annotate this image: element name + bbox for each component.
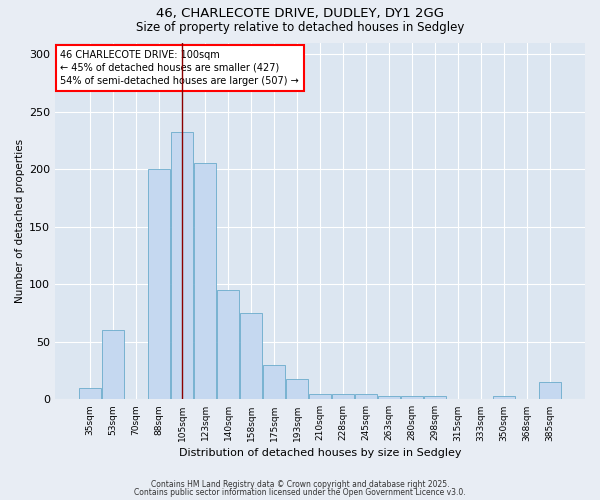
Bar bbox=[401, 396, 423, 400]
Bar bbox=[79, 388, 101, 400]
X-axis label: Distribution of detached houses by size in Sedgley: Distribution of detached houses by size … bbox=[179, 448, 461, 458]
Bar bbox=[240, 313, 262, 400]
Text: 46, CHARLECOTE DRIVE, DUDLEY, DY1 2GG: 46, CHARLECOTE DRIVE, DUDLEY, DY1 2GG bbox=[156, 8, 444, 20]
Bar bbox=[148, 169, 170, 400]
Text: 46 CHARLECOTE DRIVE: 100sqm
← 45% of detached houses are smaller (427)
54% of se: 46 CHARLECOTE DRIVE: 100sqm ← 45% of det… bbox=[61, 50, 299, 86]
Bar bbox=[217, 290, 239, 400]
Bar bbox=[493, 396, 515, 400]
Bar bbox=[332, 394, 354, 400]
Bar bbox=[102, 330, 124, 400]
Bar bbox=[286, 378, 308, 400]
Bar bbox=[424, 396, 446, 400]
Bar bbox=[539, 382, 561, 400]
Text: Contains HM Land Registry data © Crown copyright and database right 2025.: Contains HM Land Registry data © Crown c… bbox=[151, 480, 449, 489]
Bar bbox=[309, 394, 331, 400]
Bar bbox=[194, 164, 216, 400]
Bar bbox=[171, 132, 193, 400]
Text: Contains public sector information licensed under the Open Government Licence v3: Contains public sector information licen… bbox=[134, 488, 466, 497]
Bar bbox=[355, 394, 377, 400]
Text: Size of property relative to detached houses in Sedgley: Size of property relative to detached ho… bbox=[136, 21, 464, 34]
Bar bbox=[263, 365, 285, 400]
Y-axis label: Number of detached properties: Number of detached properties bbox=[15, 139, 25, 303]
Bar bbox=[378, 396, 400, 400]
